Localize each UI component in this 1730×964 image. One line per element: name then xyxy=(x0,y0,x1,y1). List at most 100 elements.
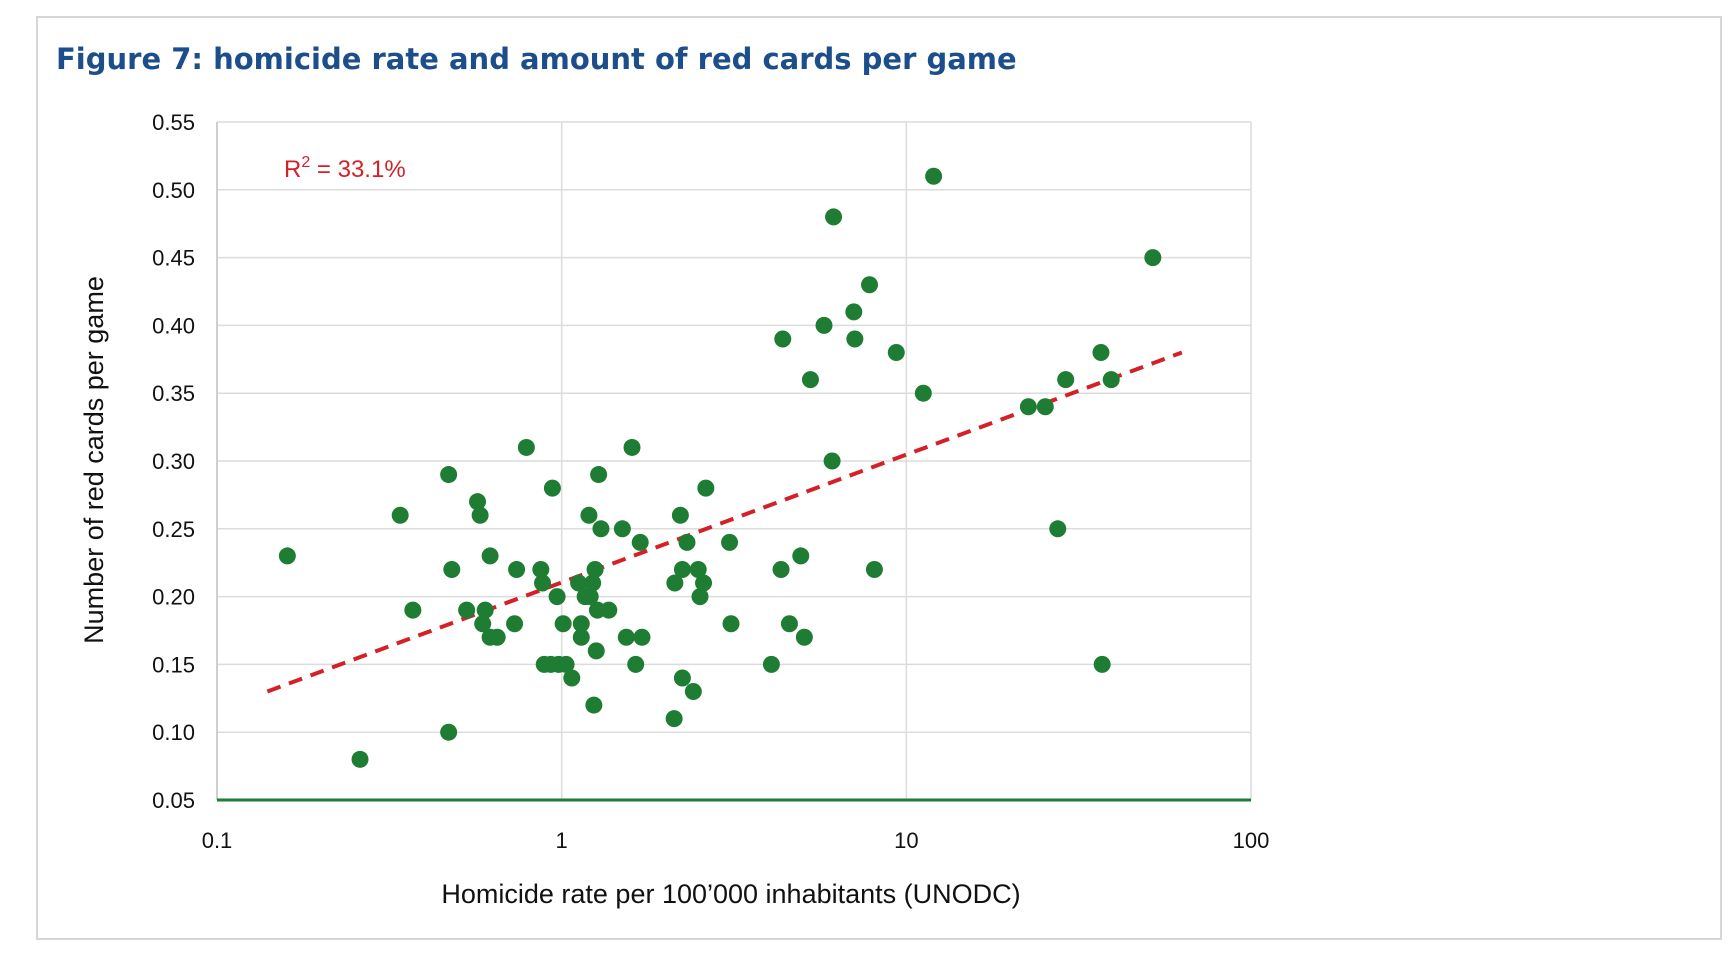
data-point xyxy=(1092,344,1110,362)
data-point xyxy=(721,533,739,551)
data-point xyxy=(801,371,819,389)
data-point xyxy=(1019,398,1037,416)
data-point xyxy=(471,506,489,524)
data-point xyxy=(673,560,691,578)
data-point xyxy=(633,628,651,646)
data-point xyxy=(508,560,526,578)
data-point xyxy=(586,560,604,578)
data-point xyxy=(695,574,713,592)
data-point xyxy=(488,628,506,646)
data-point xyxy=(592,520,610,538)
data-point xyxy=(580,506,598,524)
data-point xyxy=(697,479,715,497)
data-point xyxy=(845,303,863,321)
y-tick-label: 0.35 xyxy=(152,381,195,406)
data-point xyxy=(474,615,492,633)
data-point xyxy=(861,276,879,294)
y-tick-label: 0.20 xyxy=(152,585,195,610)
x-axis-title: Homicide rate per 100’000 inhabitants (U… xyxy=(441,879,1020,909)
data-point xyxy=(1049,520,1067,538)
data-point xyxy=(1036,398,1054,416)
data-point xyxy=(391,506,409,524)
data-point xyxy=(887,344,905,362)
data-point xyxy=(623,438,641,456)
data-point xyxy=(548,588,566,606)
data-point xyxy=(772,560,790,578)
data-point xyxy=(1102,371,1120,389)
data-point xyxy=(585,696,603,714)
data-point xyxy=(665,710,683,728)
data-point xyxy=(440,466,458,484)
data-point xyxy=(631,533,649,551)
data-point xyxy=(557,655,575,673)
data-point xyxy=(691,588,709,606)
data-point xyxy=(581,588,599,606)
data-point xyxy=(543,479,561,497)
y-tick-label: 0.15 xyxy=(152,652,195,677)
data-point xyxy=(627,655,645,673)
data-point xyxy=(469,493,487,511)
x-tick-label: 1 xyxy=(556,828,568,853)
points-layer xyxy=(278,167,1162,768)
data-point xyxy=(1093,655,1111,673)
x-tick-label: 100 xyxy=(1233,828,1270,853)
data-point xyxy=(825,208,843,226)
data-point xyxy=(780,615,798,633)
data-point xyxy=(481,547,499,565)
data-point xyxy=(815,316,833,334)
y-tick-label: 0.45 xyxy=(152,246,195,271)
figure-frame xyxy=(36,16,1722,940)
data-point xyxy=(584,574,602,592)
data-point xyxy=(673,669,691,687)
data-point xyxy=(351,750,369,768)
data-point xyxy=(1057,371,1075,389)
data-point xyxy=(517,438,535,456)
data-point xyxy=(404,601,422,619)
data-point xyxy=(476,601,494,619)
data-point xyxy=(914,384,932,402)
data-point xyxy=(684,683,702,701)
data-point xyxy=(590,466,608,484)
x-tick-label: 0.1 xyxy=(202,828,233,853)
data-point xyxy=(570,574,588,592)
data-point xyxy=(572,628,590,646)
data-point xyxy=(689,560,707,578)
data-point xyxy=(792,547,810,565)
y-tick-label: 0.05 xyxy=(152,788,195,813)
data-point xyxy=(925,167,943,185)
y-tick-label: 0.10 xyxy=(152,720,195,745)
data-point xyxy=(534,574,552,592)
data-point xyxy=(1144,249,1162,267)
data-point xyxy=(554,615,572,633)
data-point xyxy=(443,560,461,578)
data-point xyxy=(563,669,581,687)
data-point xyxy=(846,330,864,348)
data-point xyxy=(617,628,635,646)
data-point xyxy=(823,452,841,470)
data-point xyxy=(458,601,476,619)
y-axis-title: Number of red cards per game xyxy=(79,276,109,644)
data-point xyxy=(587,642,605,660)
data-point xyxy=(613,520,631,538)
data-point xyxy=(678,533,696,551)
data-point xyxy=(506,615,524,633)
data-point xyxy=(795,628,813,646)
y-tick-label: 0.30 xyxy=(152,449,195,474)
data-point xyxy=(278,547,296,565)
data-point xyxy=(440,723,458,741)
r-squared-annotation: R2 = 33.1% xyxy=(284,154,406,183)
data-point xyxy=(865,560,883,578)
figure-title: Figure 7: homicide rate and amount of re… xyxy=(56,42,1017,76)
y-tick-label: 0.40 xyxy=(152,313,195,338)
y-tick-label: 0.25 xyxy=(152,517,195,542)
data-point xyxy=(532,560,550,578)
data-point xyxy=(666,574,684,592)
y-tick-label: 0.50 xyxy=(152,178,195,203)
axes-layer: 0.05 0.10 0.15 0.20 0.25 0.30 0.35 0.40 0.45 0.50… xyxy=(152,110,1269,853)
x-tick-label: 10 xyxy=(894,828,918,853)
y-tick-label: 0.55 xyxy=(152,110,195,135)
data-point xyxy=(671,506,689,524)
data-point xyxy=(572,615,590,633)
data-point xyxy=(762,655,780,673)
